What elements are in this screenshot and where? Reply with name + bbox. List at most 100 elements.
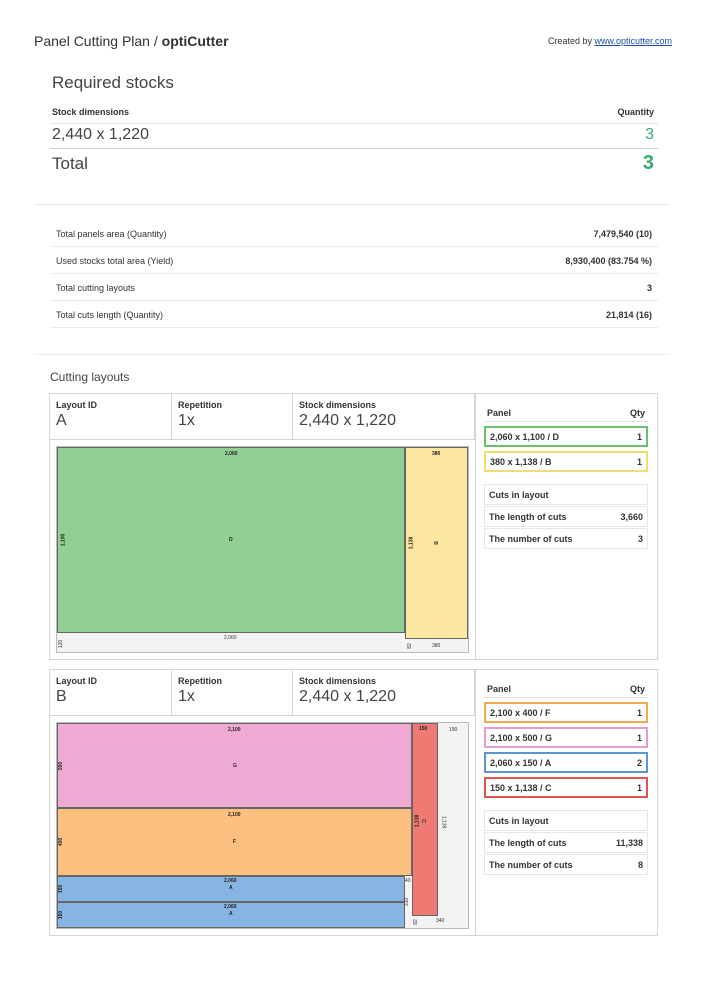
section-divider xyxy=(34,204,670,205)
required-stocks-title: Required stocks xyxy=(52,73,174,92)
waste-right-height: 1,138 xyxy=(440,815,447,829)
waste-c-height: 82 xyxy=(412,919,419,925)
panel-name: 2,100 x 500 / G xyxy=(490,733,553,743)
created-by: Created by www.opticutter.com xyxy=(547,36,672,46)
stock-dimensions-label: Stock dimensions xyxy=(299,400,377,410)
summary-label: Total panels area (Quantity) xyxy=(56,229,167,239)
panel-name: 150 x 1,138 / C xyxy=(490,783,552,793)
panel-a1-height: 150 xyxy=(58,884,65,894)
panel-d xyxy=(57,447,405,633)
summary-value: 7,479,540 (10) xyxy=(593,229,652,239)
panel-qty: 1 xyxy=(636,733,642,743)
stock-quantity-value: 3 xyxy=(645,126,654,143)
panel-name: 380 x 1,138 / B xyxy=(490,457,552,467)
number-of-cuts-row: The number of cuts 8 xyxy=(484,854,648,875)
layout-card-a: Layout ID A Repetition 1x Stock dimensio… xyxy=(49,393,658,660)
panel-f-width: 2,100 xyxy=(228,812,241,818)
opticutter-link[interactable]: www.opticutter.com xyxy=(594,36,672,46)
panel-g-label: G xyxy=(233,763,237,769)
panel-d-width: 2,060 xyxy=(225,451,238,457)
panel-a2-width: 2,060 xyxy=(224,904,237,910)
panel-name: 2,060 x 150 / A xyxy=(490,758,552,768)
length-of-cuts-row: The length of cuts 3,660 xyxy=(484,506,648,527)
stock-dimensions-value: 2,440 x 1,220 xyxy=(299,688,396,705)
length-of-cuts-label: The length of cuts xyxy=(489,838,567,848)
summary-value: 8,930,400 (83.754 %) xyxy=(565,256,652,266)
panel-f xyxy=(57,808,412,876)
total-label: Total xyxy=(52,154,88,173)
layout-id-label: Layout ID xyxy=(56,676,98,686)
stock-dimensions-cell: Stock dimensions 2,440 x 1,220 xyxy=(293,394,475,440)
column-divider xyxy=(475,670,476,935)
gap-small-1: 40 xyxy=(405,878,411,884)
panel-b xyxy=(405,447,468,639)
panel-b-width: 380 xyxy=(432,451,441,457)
panel-c-label: C xyxy=(419,819,426,823)
qty-header: Qty xyxy=(629,408,645,418)
panel-g-width: 2,100 xyxy=(228,727,241,733)
panel-d-label: D xyxy=(229,537,233,543)
layout-id-cell: Layout ID A xyxy=(50,394,172,440)
layout-card-b: Layout ID B Repetition 1x Stock dimensio… xyxy=(49,669,658,936)
number-of-cuts-value: 3 xyxy=(637,534,643,544)
stock-dimensions-header: Stock dimensions xyxy=(52,107,130,117)
section-divider xyxy=(34,354,670,355)
layout-id-cell: Layout ID B xyxy=(50,670,172,716)
panel-qty: 2 xyxy=(636,758,642,768)
panel-a-1 xyxy=(57,876,405,902)
number-of-cuts-row: The number of cuts 3 xyxy=(484,528,648,549)
gap-small-2: 310 xyxy=(404,897,411,907)
panel-a1-label: A xyxy=(229,885,233,891)
stock-dimensions-value: 2,440 x 1,220 xyxy=(299,412,396,429)
waste-right-width: 190 xyxy=(449,727,458,733)
panel-g-height: 500 xyxy=(58,761,65,771)
cuts-in-layout-header: Cuts in layout xyxy=(484,810,648,831)
cutting-layouts-title: Cutting layouts xyxy=(50,370,130,384)
panel-qty: 1 xyxy=(636,708,642,718)
length-of-cuts-value: 11,338 xyxy=(615,838,643,848)
panel-g xyxy=(57,723,412,808)
panel-row: 380 x 1,138 / B 1 xyxy=(484,451,648,472)
cuts-in-layout-label: Cuts in layout xyxy=(489,490,549,500)
panel-header: Panel xyxy=(487,684,512,694)
panel-a2-height: 150 xyxy=(58,910,65,920)
waste-c-width: 340 xyxy=(436,918,445,924)
waste-b-height: 82 xyxy=(406,643,413,649)
panel-b-height: 1,138 xyxy=(408,536,415,550)
side-divider xyxy=(484,697,648,698)
repetition-label: Repetition xyxy=(178,400,222,410)
panel-c-width: 150 xyxy=(419,726,428,732)
panel-a2-label: A xyxy=(229,911,233,917)
repetition-cell: Repetition 1x xyxy=(172,670,293,716)
cuts-in-layout-label: Cuts in layout xyxy=(489,816,549,826)
summary-row-panels-area: Total panels area (Quantity) 7,479,540 (… xyxy=(50,220,658,247)
summary-label: Total cutting layouts xyxy=(56,283,136,293)
repetition-value: 1x xyxy=(178,412,195,429)
panel-row: 2,060 x 150 / A 2 xyxy=(484,752,648,773)
side-divider xyxy=(484,421,648,422)
brand-name: optiCutter xyxy=(161,33,229,49)
number-of-cuts-label: The number of cuts xyxy=(489,534,573,544)
panel-qty: 1 xyxy=(636,783,642,793)
total-quantity: 3 xyxy=(642,152,654,174)
cuts-in-layout-header: Cuts in layout xyxy=(484,484,648,505)
repetition-label: Repetition xyxy=(178,676,222,686)
summary-row-stocks-area: Used stocks total area (Yield) 8,930,400… xyxy=(50,247,658,274)
waste-b-width: 380 xyxy=(432,643,441,649)
length-of-cuts-label: The length of cuts xyxy=(489,512,567,522)
panel-name: 2,060 x 1,100 / D xyxy=(490,432,560,442)
length-of-cuts-value: 3,660 xyxy=(620,512,643,522)
panel-a1-width: 2,060 xyxy=(224,878,237,884)
sheet-drawing: 2,100 500 G 2,100 400 F 2,060 150 A 2,06… xyxy=(56,722,469,929)
panel-f-label: F xyxy=(233,839,237,845)
waste-height: 120 xyxy=(58,639,65,649)
panel-qty: 1 xyxy=(636,457,642,467)
panel-row: 150 x 1,138 / C 1 xyxy=(484,777,648,798)
number-of-cuts-label: The number of cuts xyxy=(489,860,573,870)
qty-header: Qty xyxy=(629,684,645,694)
panel-row: 2,060 x 1,100 / D 1 xyxy=(484,426,648,447)
panel-f-height: 400 xyxy=(58,837,65,847)
summary-label: Total cuts length (Quantity) xyxy=(56,310,164,320)
stock-dimensions-value: 2,440 x 1,220 xyxy=(52,126,149,143)
number-of-cuts-value: 8 xyxy=(637,860,643,870)
